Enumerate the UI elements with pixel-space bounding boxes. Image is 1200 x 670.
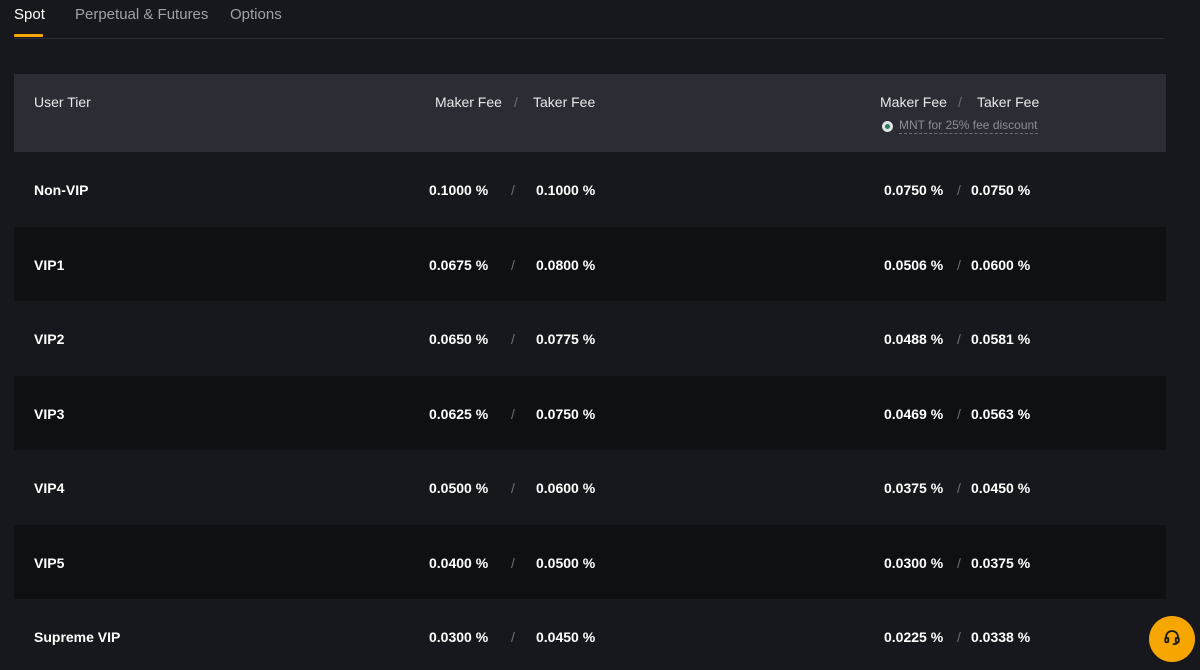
row-tier: Supreme VIP — [34, 629, 121, 645]
table-row: Non-VIP 0.1000 % / 0.1000 % 0.0750 % / 0… — [14, 152, 1166, 227]
row-mnt-taker-fee: 0.0450 % — [971, 480, 1031, 496]
row-mnt-maker-fee: 0.0488 % — [884, 331, 944, 347]
row-tier: Non-VIP — [34, 182, 89, 198]
header-maker-fee: Maker Fee — [435, 94, 502, 110]
row-separator: / — [511, 405, 515, 422]
row-mnt-taker-fee: 0.0563 % — [971, 405, 1031, 422]
tab-spot[interactable]: Spot — [14, 6, 45, 23]
header-separator: / — [514, 94, 518, 110]
row-taker-fee: 0.0750 % — [536, 405, 596, 422]
row-mnt-maker-fee: 0.0375 % — [884, 480, 944, 496]
header-mnt-taker-fee: Taker Fee — [977, 94, 1040, 110]
table-header: User Tier Maker Fee / Taker Fee Maker Fe… — [14, 74, 1166, 152]
row-maker-fee: 0.0675 % — [429, 256, 489, 273]
tab-options[interactable]: Options — [230, 6, 282, 23]
row-separator: / — [511, 554, 515, 571]
row-maker-fee: 0.0300 % — [429, 629, 489, 645]
row-mnt-taker-fee: 0.0375 % — [971, 554, 1031, 571]
table-row: VIP2 0.0650 % / 0.0775 % 0.0488 % / 0.05… — [14, 301, 1166, 376]
row-tier: VIP4 — [34, 480, 65, 496]
row-mnt-separator: / — [957, 331, 961, 347]
row-separator: / — [511, 331, 515, 347]
table-row: VIP1 0.0675 % / 0.0800 % 0.0506 % / 0.06… — [14, 226, 1166, 301]
mnt-discount-text: MNT for 25% fee discount — [899, 118, 1038, 134]
row-mnt-maker-fee: 0.0506 % — [884, 256, 944, 273]
mnt-discount-note[interactable]: MNT for 25% fee discount — [882, 118, 1038, 134]
row-mnt-taker-fee: 0.0581 % — [971, 331, 1031, 347]
row-mnt-separator: / — [957, 182, 961, 198]
row-mnt-maker-fee: 0.0300 % — [884, 554, 944, 571]
row-tier: VIP5 — [34, 554, 65, 571]
mnt-token-icon — [882, 120, 893, 132]
header-user-tier: User Tier — [34, 94, 91, 110]
row-tier: VIP2 — [34, 331, 65, 347]
row-mnt-taker-fee: 0.0750 % — [971, 182, 1031, 198]
row-mnt-taker-fee: 0.0600 % — [971, 256, 1031, 273]
row-mnt-maker-fee: 0.0225 % — [884, 629, 944, 645]
row-separator: / — [511, 256, 515, 273]
row-separator: / — [511, 629, 515, 645]
row-maker-fee: 0.0650 % — [429, 331, 489, 347]
tab-perpetual-futures[interactable]: Perpetual & Futures — [75, 6, 209, 23]
row-separator: / — [511, 480, 515, 496]
row-taker-fee: 0.0600 % — [536, 480, 596, 496]
row-taker-fee: 0.0450 % — [536, 629, 596, 645]
row-mnt-separator: / — [957, 480, 961, 496]
row-taker-fee: 0.0800 % — [536, 256, 596, 273]
row-tier: VIP3 — [34, 405, 65, 422]
header-taker-fee: Taker Fee — [533, 94, 596, 110]
table-row: VIP5 0.0400 % / 0.0500 % 0.0300 % / 0.03… — [14, 524, 1166, 599]
row-mnt-maker-fee: 0.0469 % — [884, 405, 944, 422]
row-mnt-separator: / — [957, 629, 961, 645]
header-mnt-separator: / — [958, 94, 962, 110]
row-mnt-separator: / — [957, 554, 961, 571]
active-tab-indicator — [14, 34, 43, 37]
header-mnt-maker-fee: Maker Fee — [880, 94, 947, 110]
row-taker-fee: 0.1000 % — [536, 182, 596, 198]
fee-table: User Tier Maker Fee / Taker Fee Maker Fe… — [14, 74, 1166, 670]
table-row: VIP4 0.0500 % / 0.0600 % 0.0375 % / 0.04… — [14, 450, 1166, 525]
row-mnt-separator: / — [957, 256, 961, 273]
headset-icon — [1163, 628, 1181, 651]
table-row: VIP3 0.0625 % / 0.0750 % 0.0469 % / 0.05… — [14, 375, 1166, 450]
row-maker-fee: 0.0400 % — [429, 554, 489, 571]
row-separator: / — [511, 182, 515, 198]
row-tier: VIP1 — [34, 256, 65, 273]
product-tabs: Spot Perpetual & Futures Options — [14, 0, 1164, 39]
table-row: Supreme VIP 0.0300 % / 0.0450 % 0.0225 %… — [14, 599, 1166, 670]
row-maker-fee: 0.1000 % — [429, 182, 489, 198]
row-maker-fee: 0.0500 % — [429, 480, 489, 496]
row-mnt-taker-fee: 0.0338 % — [971, 629, 1031, 645]
row-taker-fee: 0.0500 % — [536, 554, 596, 571]
row-mnt-maker-fee: 0.0750 % — [884, 182, 944, 198]
customer-support-button[interactable] — [1149, 616, 1195, 662]
row-maker-fee: 0.0625 % — [429, 405, 489, 422]
row-mnt-separator: / — [957, 405, 961, 422]
row-taker-fee: 0.0775 % — [536, 331, 596, 347]
